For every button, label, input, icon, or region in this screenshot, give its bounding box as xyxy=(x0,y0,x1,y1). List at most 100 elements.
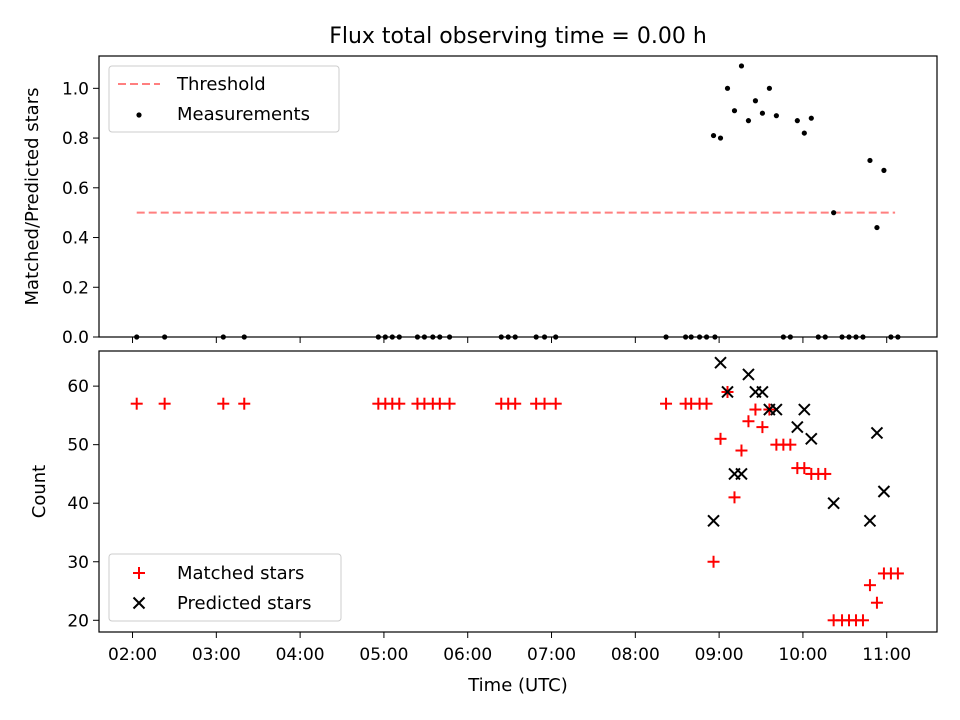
ratio-panel-ylabel: Matched/Predicted stars xyxy=(22,88,43,306)
measurement-point xyxy=(724,85,731,91)
count-panel-xlabel: Time (UTC) xyxy=(467,675,568,696)
cross-b xyxy=(877,485,891,498)
ratio-ytick-label: 0.8 xyxy=(62,129,89,149)
count-panel-legend: Matched stars Predicted stars xyxy=(108,553,342,622)
matched-star-point xyxy=(735,444,748,457)
measurement-point xyxy=(745,118,752,124)
matched-star-point xyxy=(870,596,883,609)
cross-b xyxy=(721,385,734,399)
matched-star-point xyxy=(538,397,551,410)
measurement-point xyxy=(710,132,717,139)
predicted-star-point xyxy=(721,385,734,399)
cross-b xyxy=(791,420,804,434)
count-xtick-label: 07:00 xyxy=(527,645,576,665)
legend-measurements-swatch xyxy=(136,112,142,118)
cross-b xyxy=(714,356,727,369)
count-xtick-label: 04:00 xyxy=(276,645,325,665)
predicted-stars-series xyxy=(707,356,891,527)
count-xtick-label: 08:00 xyxy=(611,645,660,665)
predicted-star-point xyxy=(798,403,811,416)
measurement-point xyxy=(738,63,745,69)
ratio-panel-legend: Threshold Measurements xyxy=(108,65,340,133)
measurement-point xyxy=(773,113,779,119)
legend-matched-swatch xyxy=(133,567,145,579)
predicted-star-point xyxy=(805,432,818,446)
count-panel-ticks: 20 30 40 50 60 02:00 03:00 04:00 05:00 06:00 07:00… xyxy=(67,377,911,665)
predicted-star-point xyxy=(770,403,783,416)
predicted-star-point xyxy=(863,514,877,527)
matched-star-point xyxy=(549,397,562,410)
count-xtick-label: 09:00 xyxy=(695,645,744,665)
measurement-point xyxy=(867,157,873,164)
cross-b xyxy=(756,385,769,399)
matched-star-point xyxy=(714,432,727,445)
measurement-point xyxy=(881,167,887,173)
count-xtick-label: 03:00 xyxy=(192,645,241,665)
cross-b xyxy=(707,514,720,527)
measurement-point xyxy=(759,110,766,116)
predicted-star-point xyxy=(756,385,769,399)
matched-star-point xyxy=(819,467,832,480)
count-ytick-label: 30 xyxy=(67,553,89,573)
count-panel-ylabel: Count xyxy=(29,465,50,518)
count-legend-box xyxy=(108,553,342,622)
cross-b xyxy=(770,403,783,416)
count-panel-frame xyxy=(98,350,938,633)
count-ytick-label: 50 xyxy=(67,436,89,456)
ratio-ytick-label: 0.0 xyxy=(62,328,89,348)
cross-b xyxy=(742,368,755,381)
matched-star-point xyxy=(784,438,797,451)
measurement-point xyxy=(794,118,800,124)
measurement-point xyxy=(874,224,880,231)
predicted-star-point xyxy=(791,420,804,434)
matched-star-point xyxy=(756,421,769,434)
ratio-ytick-label: 0.6 xyxy=(62,179,89,199)
matched-star-point xyxy=(130,397,143,410)
measurement-point xyxy=(808,115,814,121)
matched-star-point xyxy=(856,614,869,627)
predicted-star-point xyxy=(870,426,884,440)
ratio-panel: 0.0 0.2 0.4 0.6 0.8 1.0 Matched/Predicted sta… xyxy=(22,55,938,348)
legend-measurements-label: Measurements xyxy=(177,104,310,125)
ratio-panel-ticks: 0.0 0.2 0.4 0.6 0.8 1.0 xyxy=(62,79,888,348)
predicted-star-point xyxy=(742,368,755,381)
matched-star-point xyxy=(891,567,904,580)
measurement-point xyxy=(831,210,837,216)
count-ytick-label: 60 xyxy=(67,377,89,397)
legend-matched-marker xyxy=(133,567,145,579)
matched-star-point xyxy=(238,397,251,410)
matched-star-point xyxy=(509,397,522,410)
ratio-ytick-label: 0.2 xyxy=(62,278,89,298)
cross-b xyxy=(798,403,811,416)
matched-star-point xyxy=(707,555,720,568)
legend-predicted-swatch xyxy=(132,596,146,610)
matched-star-point xyxy=(393,397,406,410)
matched-star-point xyxy=(700,397,713,410)
measurement-point xyxy=(766,85,773,91)
ratio-legend-box xyxy=(108,65,340,133)
matched-star-point xyxy=(660,397,673,410)
count-xtick-label: 10:00 xyxy=(778,645,827,665)
predicted-star-point xyxy=(877,485,891,498)
matched-star-point xyxy=(443,397,456,410)
cross-b xyxy=(805,432,818,446)
cross-b xyxy=(870,426,884,440)
predicted-star-point xyxy=(707,514,720,527)
ratio-panel-frame xyxy=(98,55,938,338)
measurement-point xyxy=(801,130,807,136)
predicted-star-point xyxy=(735,467,748,481)
matched-star-point xyxy=(158,397,171,410)
measurement-point xyxy=(752,98,759,104)
legend-threshold-label: Threshold xyxy=(176,74,266,95)
matched-star-point xyxy=(217,397,230,410)
matched-star-point xyxy=(742,415,755,428)
count-xtick-label: 02:00 xyxy=(108,645,157,665)
count-xtick-label: 05:00 xyxy=(359,645,408,665)
matched-star-point xyxy=(728,491,741,504)
count-panel: 20 30 40 50 60 02:00 03:00 04:00 05:00 06:00 07:00… xyxy=(29,350,938,696)
count-xtick-label: 06:00 xyxy=(443,645,492,665)
matched-stars-series xyxy=(130,385,904,627)
matched-star-point xyxy=(798,462,811,475)
measurement-point xyxy=(717,135,724,141)
